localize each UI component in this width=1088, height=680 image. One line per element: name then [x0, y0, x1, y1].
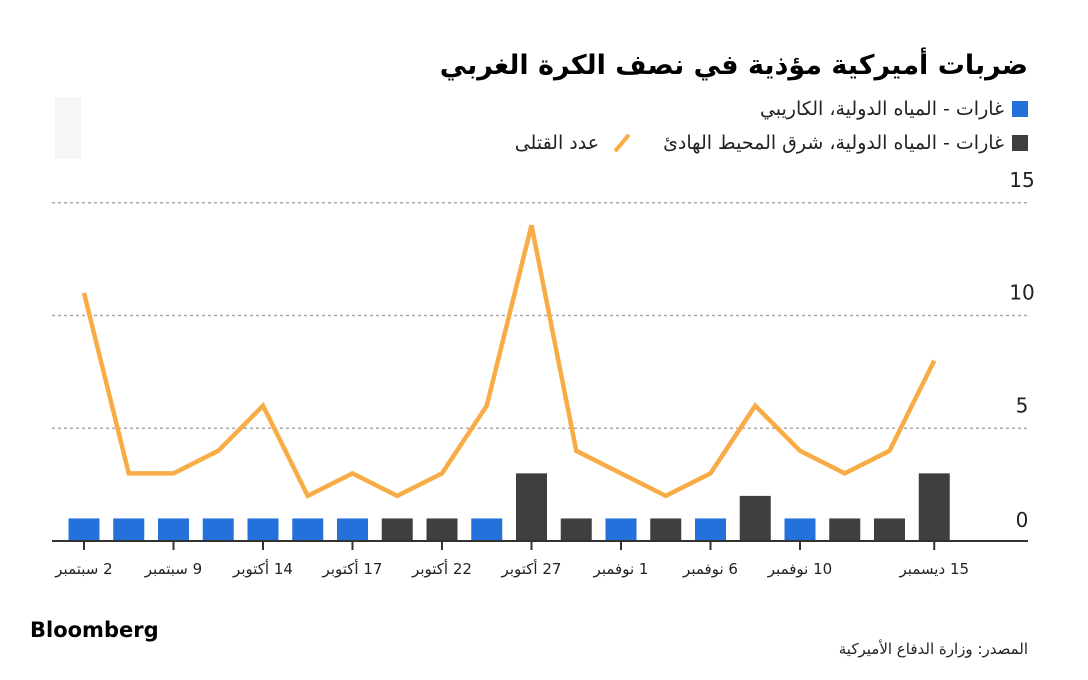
bar: [695, 518, 726, 541]
legend-label: غارات - المياه الدولية، شرق المحيط الهاد…: [663, 132, 1004, 154]
bar: [158, 518, 189, 541]
bloomberg-logo: Bloomberg: [30, 618, 159, 642]
legend-item-caribbean: غارات - المياه الدولية، الكاريبي: [760, 98, 1028, 120]
y-tick-label: 5: [1016, 393, 1029, 417]
bar: [784, 518, 816, 541]
x-tick-label: 10 نوفمبر: [767, 560, 832, 578]
bar: [874, 518, 905, 541]
bar: [918, 473, 950, 541]
bar: [739, 495, 771, 541]
blue-square-icon: [1012, 101, 1028, 117]
bar: [471, 518, 503, 541]
bar: [381, 518, 413, 541]
bar: [650, 518, 682, 541]
placeholder-box: [55, 97, 81, 159]
y-tick-label: 0: [1016, 508, 1029, 532]
bar: [292, 518, 324, 541]
bar: [560, 518, 592, 541]
x-tick-label: 14 أكتوبر: [232, 559, 293, 578]
x-tick-label: 6 نوفمبر: [682, 560, 738, 578]
deaths-line: [81, 224, 937, 499]
chart-title: ضربات أميركية مؤذية في نصف الكرة الغربي: [439, 50, 1028, 81]
legend-label: عدد القتلى: [514, 132, 600, 154]
y-tick-label: 10: [1009, 281, 1034, 305]
bar: [605, 518, 637, 541]
bar: [516, 473, 547, 541]
x-tick-label: 15 ديسمبر: [898, 560, 969, 578]
x-tick-label: 9 سبتمبر: [144, 560, 202, 578]
bar: [68, 518, 100, 541]
legend-item-pacific: غارات - المياه الدولية، شرق المحيط الهاد…: [515, 132, 1028, 154]
bar: [829, 518, 861, 541]
bar: [247, 518, 279, 541]
x-tick-label: 27 أكتوبر: [501, 559, 562, 578]
x-tick-label: 22 أكتوبر: [411, 559, 472, 578]
bar: [202, 518, 234, 541]
y-tick-label: 15: [1009, 168, 1034, 192]
bar: [426, 518, 458, 541]
x-tick-label: 2 سبتمبر: [54, 560, 112, 578]
legend-label: غارات - المياه الدولية، الكاريبي: [759, 98, 1004, 120]
x-tick-label: 17 أكتوبر: [322, 559, 383, 578]
dark-square-icon: [1012, 135, 1028, 151]
source-note: المصدر: وزارة الدفاع الأميركية: [838, 640, 1028, 658]
x-tick-label: 1 نوفمبر: [593, 560, 649, 578]
bar: [113, 518, 145, 541]
bar: [337, 518, 368, 541]
